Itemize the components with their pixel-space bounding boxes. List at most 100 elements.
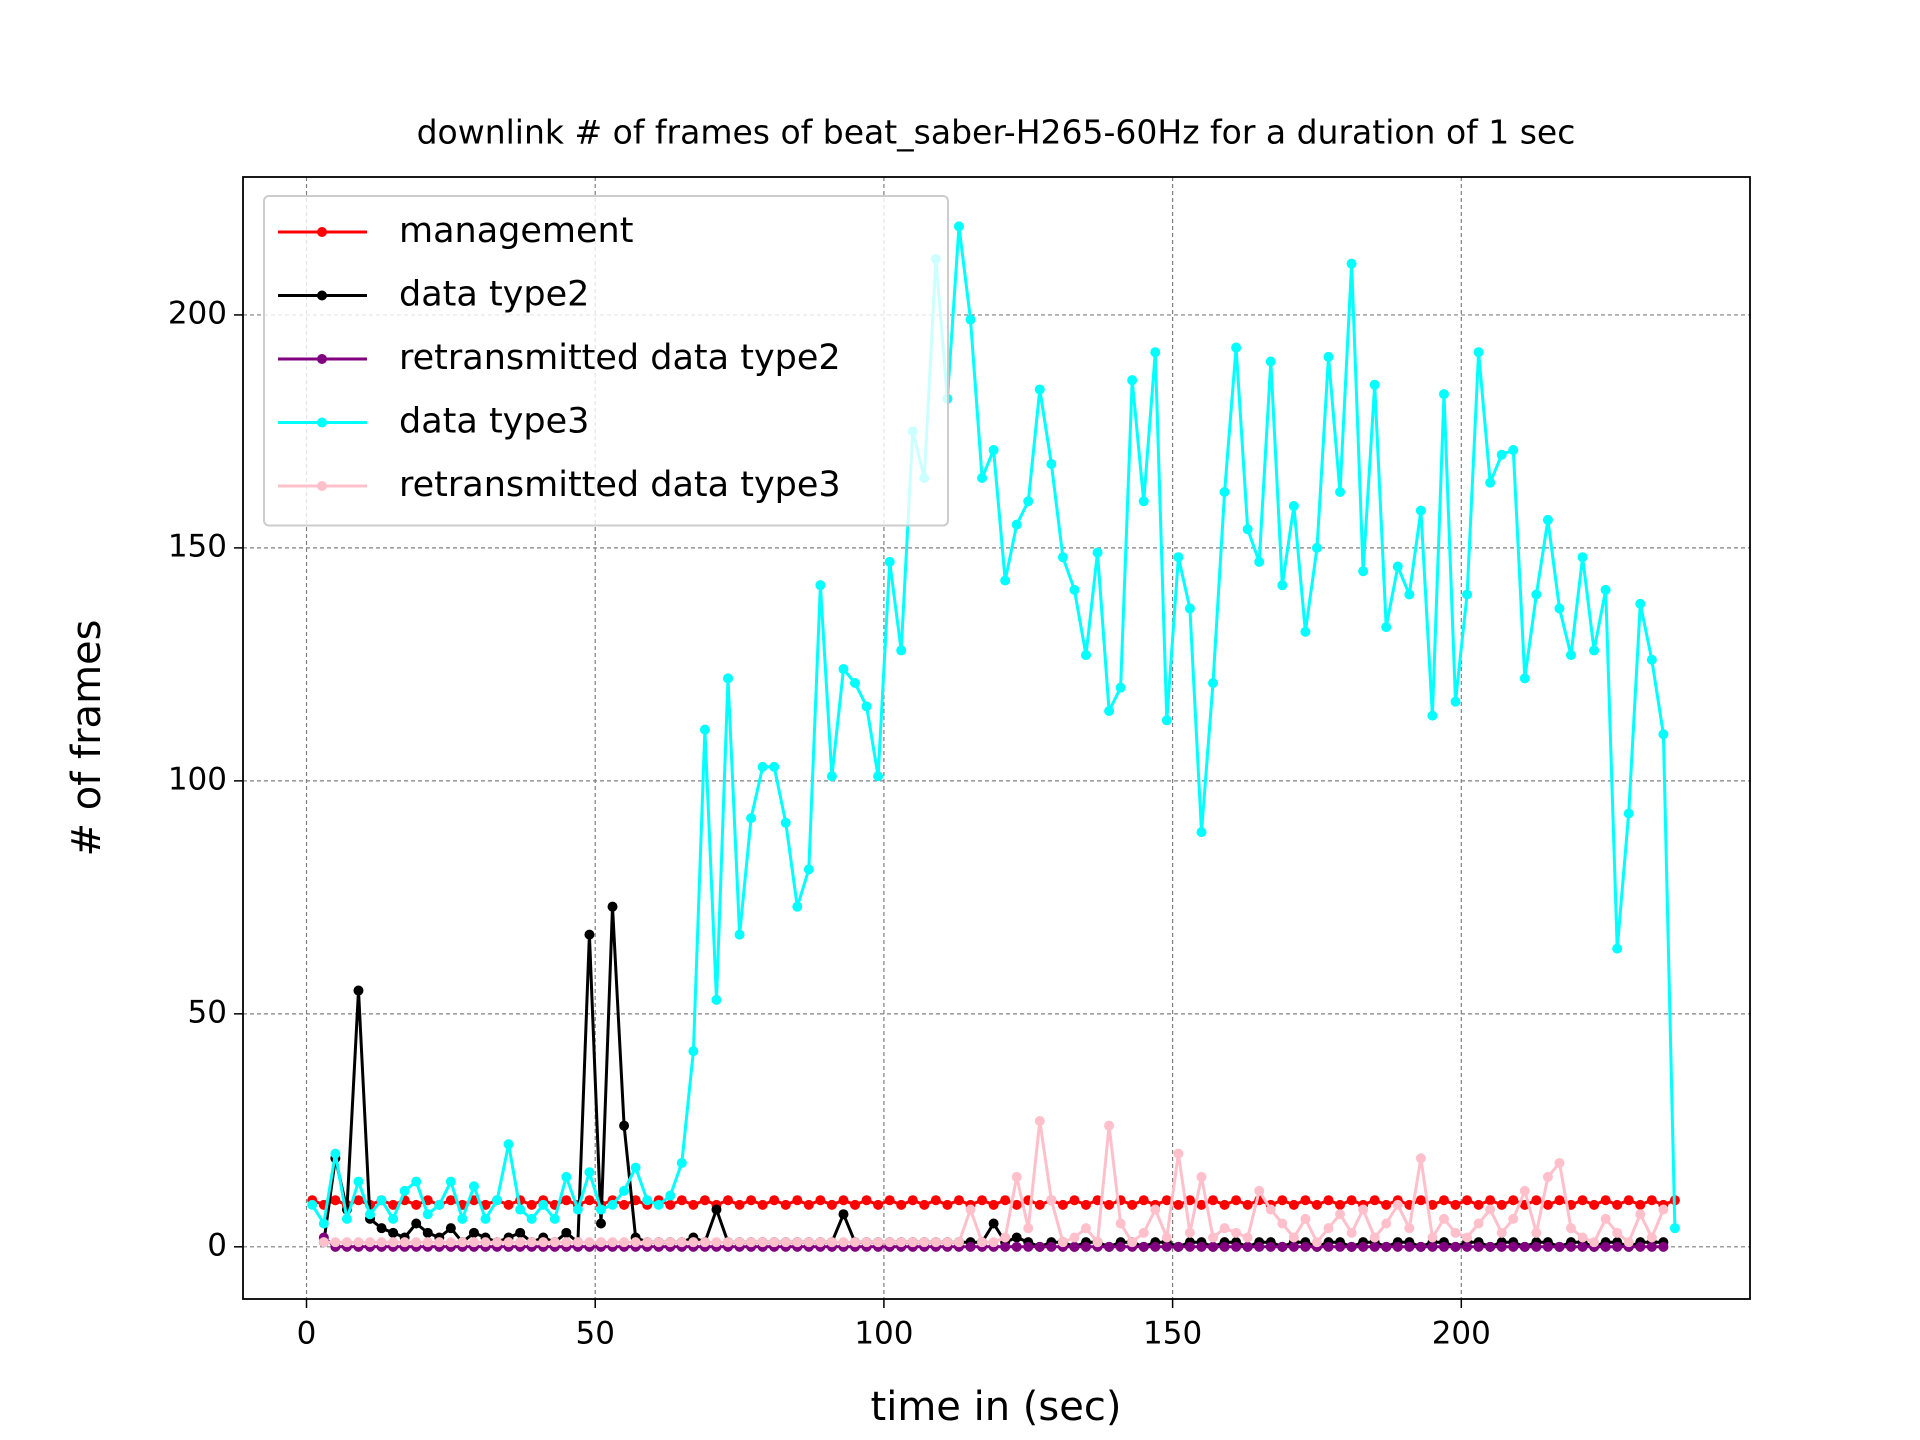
data-point — [1369, 1195, 1380, 1206]
legend-marker — [317, 481, 327, 491]
data-point — [1577, 1195, 1588, 1206]
data-point — [1311, 542, 1322, 553]
data-point — [1450, 1199, 1461, 1210]
data-point — [1473, 1199, 1484, 1210]
data-point — [1577, 1232, 1588, 1243]
data-point — [988, 1218, 999, 1229]
data-point — [1554, 1157, 1565, 1168]
data-point — [1161, 1232, 1172, 1243]
data-point — [1057, 1237, 1068, 1248]
data-point — [1046, 459, 1057, 470]
data-point — [1658, 729, 1669, 740]
data-point — [445, 1223, 456, 1234]
data-point — [1092, 547, 1103, 558]
data-point — [515, 1227, 526, 1238]
data-point — [318, 1237, 329, 1248]
data-point — [411, 1176, 422, 1187]
data-point — [422, 1237, 433, 1248]
data-point — [861, 701, 872, 712]
data-point — [1485, 1195, 1496, 1206]
data-point — [376, 1195, 387, 1206]
data-point — [538, 1199, 549, 1210]
data-point — [365, 1209, 376, 1220]
data-point — [353, 1237, 364, 1248]
data-point — [1577, 1241, 1588, 1252]
data-point — [688, 1046, 699, 1057]
data-point — [1184, 1195, 1195, 1206]
data-point — [1612, 1241, 1623, 1252]
data-point — [619, 1237, 630, 1248]
data-point — [630, 1237, 641, 1248]
chart-title: downlink # of frames of beat_saber-H265-… — [417, 113, 1576, 152]
data-point — [341, 1237, 352, 1248]
data-point — [1231, 1227, 1242, 1238]
data-point — [757, 761, 768, 772]
data-point — [792, 1237, 803, 1248]
data-point — [1231, 1195, 1242, 1206]
data-point — [1415, 505, 1426, 516]
data-point — [1358, 1204, 1369, 1215]
data-point — [1450, 1227, 1461, 1238]
data-point — [330, 1195, 341, 1206]
data-point — [780, 1237, 791, 1248]
data-point — [757, 1199, 768, 1210]
data-point — [607, 1237, 618, 1248]
data-point — [653, 1237, 664, 1248]
data-point — [1346, 1195, 1357, 1206]
data-point — [711, 994, 722, 1005]
data-point — [1057, 552, 1068, 563]
data-point — [1358, 566, 1369, 577]
data-point — [526, 1199, 537, 1210]
data-point — [1069, 584, 1080, 595]
data-point — [1080, 1199, 1091, 1210]
data-point — [549, 1237, 560, 1248]
data-point — [1011, 519, 1022, 530]
data-point — [1277, 1241, 1288, 1252]
data-point — [1115, 1218, 1126, 1229]
data-point — [1242, 1199, 1253, 1210]
data-point — [873, 1199, 884, 1210]
data-point — [1184, 1241, 1195, 1252]
data-point — [445, 1237, 456, 1248]
data-point — [850, 678, 861, 689]
data-point — [584, 1195, 595, 1206]
data-point — [1219, 486, 1230, 497]
data-point — [492, 1195, 503, 1206]
data-point — [1173, 1199, 1184, 1210]
data-point — [1011, 1232, 1022, 1243]
data-point — [526, 1237, 537, 1248]
data-point — [1566, 650, 1577, 661]
data-point — [1462, 1232, 1473, 1243]
legend-marker — [317, 417, 327, 428]
data-point — [1011, 1241, 1022, 1252]
data-point — [1381, 1218, 1392, 1229]
data-point — [388, 1227, 399, 1238]
data-point — [1462, 589, 1473, 600]
data-point — [1485, 477, 1496, 488]
data-point — [1173, 552, 1184, 563]
data-point — [1242, 1241, 1253, 1252]
data-point — [734, 1237, 745, 1248]
data-point — [503, 1237, 514, 1248]
data-point — [584, 929, 595, 940]
data-point — [572, 1237, 583, 1248]
y-tick-label: 50 — [188, 994, 227, 1030]
data-point — [1196, 1241, 1207, 1252]
data-point — [1104, 705, 1115, 716]
data-point — [1473, 1241, 1484, 1252]
data-point — [595, 1237, 606, 1248]
data-point — [1288, 1232, 1299, 1243]
data-point — [1069, 1195, 1080, 1206]
data-point — [318, 1218, 329, 1229]
data-point — [1219, 1223, 1230, 1234]
data-point — [1092, 1237, 1103, 1248]
data-point — [1150, 1204, 1161, 1215]
data-point — [561, 1227, 572, 1238]
data-point — [1323, 1223, 1334, 1234]
data-point — [896, 1237, 907, 1248]
data-point — [1381, 1199, 1392, 1210]
data-point — [676, 1195, 687, 1206]
data-point — [884, 1195, 895, 1206]
data-point — [1381, 1241, 1392, 1252]
data-point — [1242, 1232, 1253, 1243]
